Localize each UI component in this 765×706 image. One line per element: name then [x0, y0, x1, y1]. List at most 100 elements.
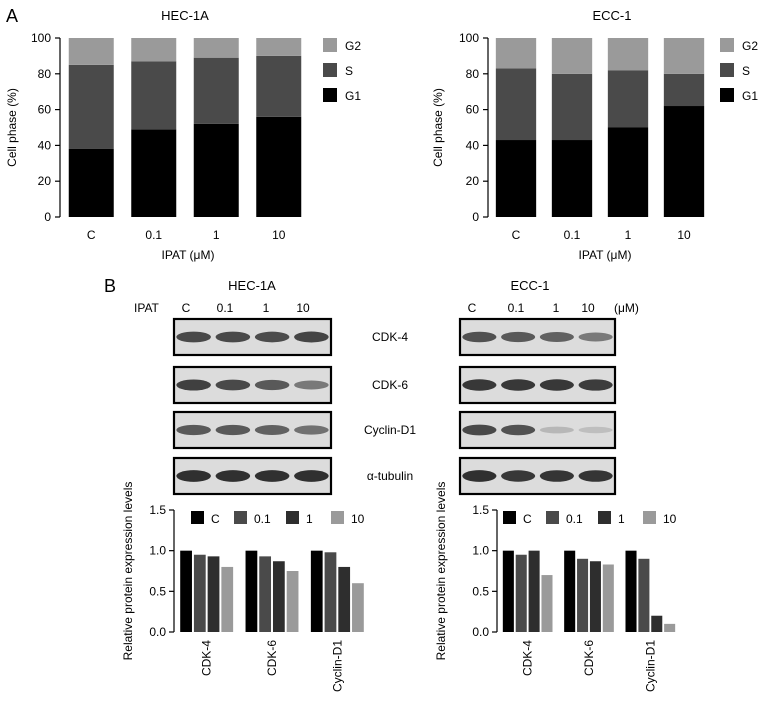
protein-band [539, 332, 574, 342]
y-tick-label: 80 [38, 67, 52, 81]
bar-cdk-6-series-3 [286, 571, 299, 632]
bar-cdk-4-series-0 [502, 550, 514, 632]
protein-band [501, 331, 536, 343]
bar-cyclin-d1-series-0 [625, 550, 637, 632]
protein-band [578, 426, 613, 434]
legend-label: 1 [618, 512, 625, 526]
legend-swatch-g2 [323, 38, 337, 52]
bar-segment-g2-2 [193, 38, 239, 58]
bar-cyclin-d1-series-3 [664, 623, 676, 632]
y-tick-label: 0.5 [472, 584, 489, 598]
treatment-label: IPAT [134, 301, 160, 315]
protein-band [215, 424, 251, 436]
protein-band [539, 426, 574, 434]
y-axis-label: Cell phase (%) [431, 88, 445, 167]
protein-band [578, 332, 613, 342]
bar-cdk-6-series-2 [589, 561, 601, 632]
protein-row-label: α-tubulin [367, 469, 413, 483]
protein-band [215, 470, 251, 482]
bar-segment-g1-1 [131, 129, 177, 217]
y-tick-label: 1.0 [472, 544, 489, 558]
blot-title: ECC-1 [510, 278, 549, 293]
y-axis-label: Cell phase (%) [5, 88, 19, 167]
protein-band [462, 424, 497, 436]
bar-segment-s-1 [131, 61, 177, 130]
legend-swatch-g1 [720, 88, 734, 102]
y-axis-label: Relative protein expression levels [434, 482, 448, 661]
blot-title: HEC-1A [228, 278, 276, 293]
legend-label: 1 [306, 512, 313, 526]
lane-label: C [182, 301, 191, 315]
western-blot-ecc1: ECC-1 C 0.1 1 10 (μM) [458, 278, 639, 496]
protein-band [462, 331, 497, 343]
x-tick-label: Cyclin-D1 [643, 640, 657, 692]
bar-segment-s-3 [663, 73, 705, 107]
y-tick-label: 0 [44, 210, 51, 224]
y-tick-label: 20 [38, 174, 52, 188]
western-blot-hec1a: HEC-1A IPAT C 0.1 1 10 CDK-4 CDK-6 Cyclin-D1 α-tu… [134, 278, 416, 496]
protein-band [254, 425, 290, 435]
bar-cdk-6-series-1 [259, 556, 272, 632]
y-axis-label: Relative protein expression levels [121, 482, 135, 661]
y-tick-label: 100 [459, 31, 479, 45]
cell-phase-chart-ecc1: ECC-1 Cell phase (%) 0 20 40 60 80 100 C 0.1 1 10 IP… [431, 8, 758, 262]
y-tick-label: 1.5 [149, 503, 166, 517]
bar-segment-g1-1 [551, 140, 593, 217]
y-tick-label: 80 [466, 67, 480, 81]
protein-band [578, 470, 613, 482]
protein-band [539, 470, 574, 482]
bar-segment-g1-3 [256, 116, 302, 217]
protein-band [294, 380, 329, 390]
legend-label: G1 [345, 89, 361, 103]
y-tick-label: 60 [466, 103, 480, 117]
lane-label: 0.1 [508, 301, 525, 315]
legend-swatch-g2 [720, 38, 734, 52]
lane-label: 0.1 [217, 301, 234, 315]
bar-cyclin-d1-series-0 [310, 550, 323, 632]
legend-label: 0.1 [254, 512, 271, 526]
legend-swatch-3 [643, 511, 656, 524]
protein-band [294, 425, 329, 435]
x-tick-label: CDK-6 [582, 640, 596, 676]
bar-cyclin-d1-series-2 [651, 615, 663, 632]
legend-label: 0.1 [566, 512, 583, 526]
bar-cdk-6-series-0 [245, 550, 258, 632]
protein-row-label: CDK-6 [372, 378, 408, 392]
bar-segment-g2-0 [495, 38, 537, 69]
lane-label: 10 [296, 301, 310, 315]
legend-label: G1 [742, 89, 758, 103]
legend-swatch-s [720, 63, 734, 77]
y-tick-label: 60 [38, 103, 52, 117]
x-tick-label: CDK-6 [265, 640, 279, 676]
bar-cdk-6-series-0 [564, 550, 576, 632]
protein-level-chart-ecc1: Relative protein expression levels 0.0 0.5… [434, 482, 677, 692]
protein-band [539, 379, 574, 391]
legend-label: 10 [351, 512, 365, 526]
x-tick-label: 0.1 [145, 228, 162, 242]
protein-band [501, 379, 536, 391]
bar-segment-g1-2 [607, 127, 649, 217]
protein-band [176, 470, 211, 482]
bar-segment-g1-0 [495, 140, 537, 217]
legend-label: S [345, 64, 353, 78]
legend-swatch-0 [503, 511, 516, 524]
protein-band [501, 470, 536, 482]
y-tick-label: 40 [466, 138, 480, 152]
x-tick-label: 10 [272, 228, 286, 242]
x-tick-label: 0.1 [564, 228, 581, 242]
bar-segment-s-0 [68, 64, 114, 149]
bar-cdk-4-series-0 [180, 550, 192, 632]
legend-label: C [523, 512, 532, 526]
protein-band [294, 331, 329, 343]
cell-phase-chart-hec1a: HEC-1A Cell phase (%) 0 20 40 60 80 100 C 0.1 1 10 I… [5, 8, 361, 262]
legend-swatch-1 [234, 511, 247, 524]
legend-label: G2 [345, 39, 361, 53]
protein-band [462, 470, 497, 482]
y-tick-label: 0 [472, 210, 479, 224]
panel-label-b: B [104, 276, 116, 296]
protein-band [215, 331, 251, 343]
bar-segment-g1-2 [193, 123, 239, 217]
bar-segment-s-3 [256, 55, 302, 117]
bar-cyclin-d1-series-3 [352, 583, 364, 632]
